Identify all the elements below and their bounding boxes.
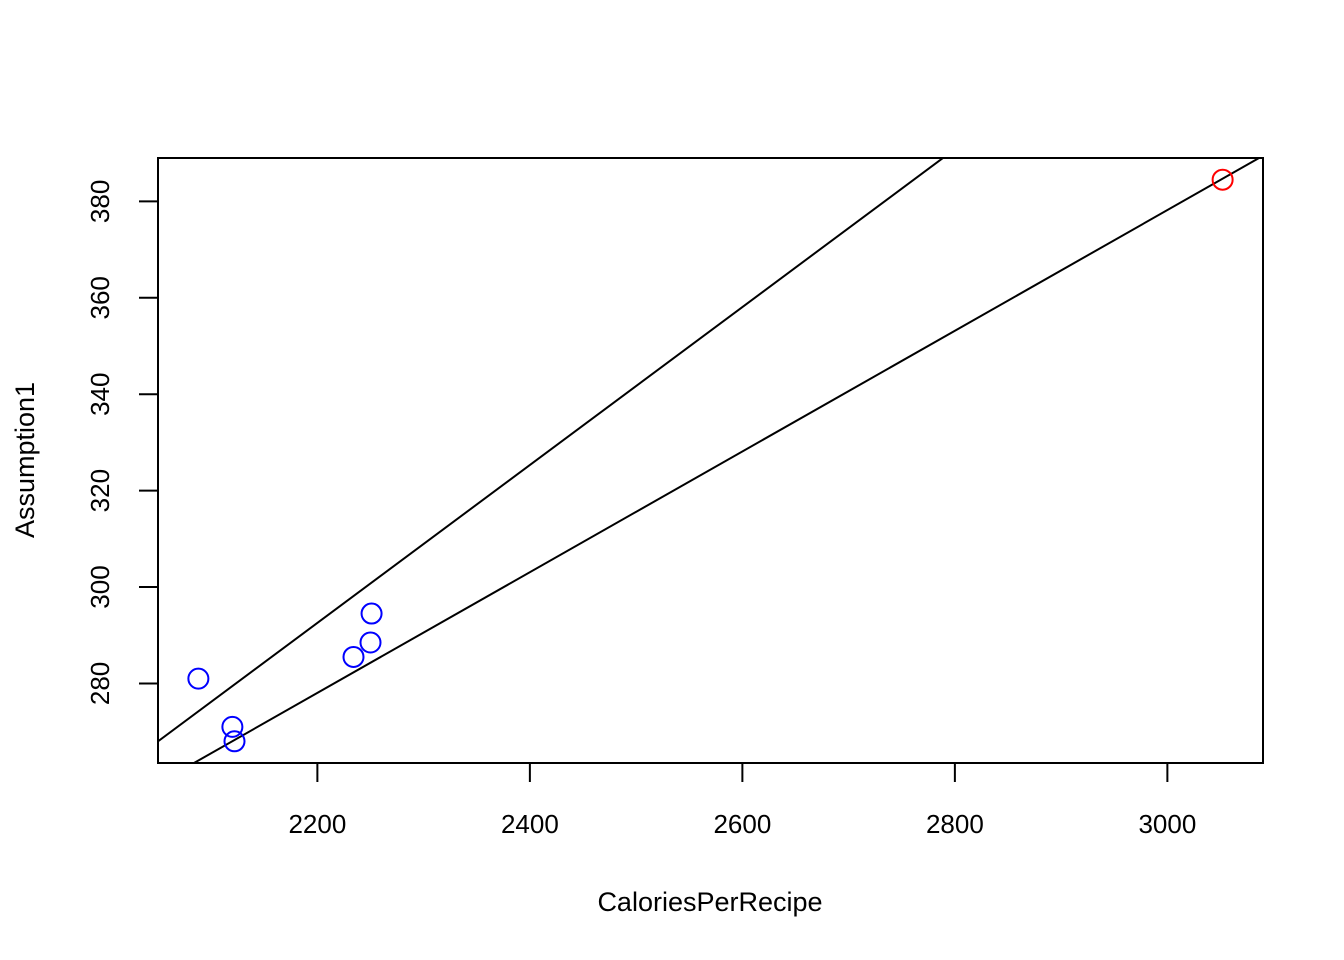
y-tick-label: 300: [85, 565, 115, 608]
data-points: [187, 168, 1234, 753]
x-tick-label: 2600: [713, 809, 771, 839]
data-point: [1211, 168, 1234, 191]
fit-line: [158, 158, 945, 743]
data-point: [221, 715, 244, 738]
x-axis-title: CaloriesPerRecipe: [597, 887, 822, 917]
x-tick-label: 2400: [501, 809, 559, 839]
y-tick-label: 320: [85, 469, 115, 512]
data-point: [360, 602, 383, 625]
data-point: [223, 730, 246, 753]
fit-line: [191, 158, 1262, 763]
y-tick-label: 380: [85, 180, 115, 223]
x-tick-label: 3000: [1138, 809, 1196, 839]
data-point: [359, 631, 382, 654]
data-point: [187, 667, 210, 690]
data-point: [342, 645, 365, 668]
x-tick-label: 2800: [926, 809, 984, 839]
y-tick-label: 360: [85, 276, 115, 319]
fit-lines: [158, 158, 1262, 763]
x-tick-label: 2200: [288, 809, 346, 839]
y-axis: 280 300 320 340 360 380: [85, 180, 159, 705]
y-tick-label: 280: [85, 662, 115, 705]
y-tick-label: 340: [85, 373, 115, 416]
y-axis-title: Assumption1: [10, 382, 40, 538]
x-axis: 2200 2400 2600 2800 3000: [288, 762, 1196, 839]
